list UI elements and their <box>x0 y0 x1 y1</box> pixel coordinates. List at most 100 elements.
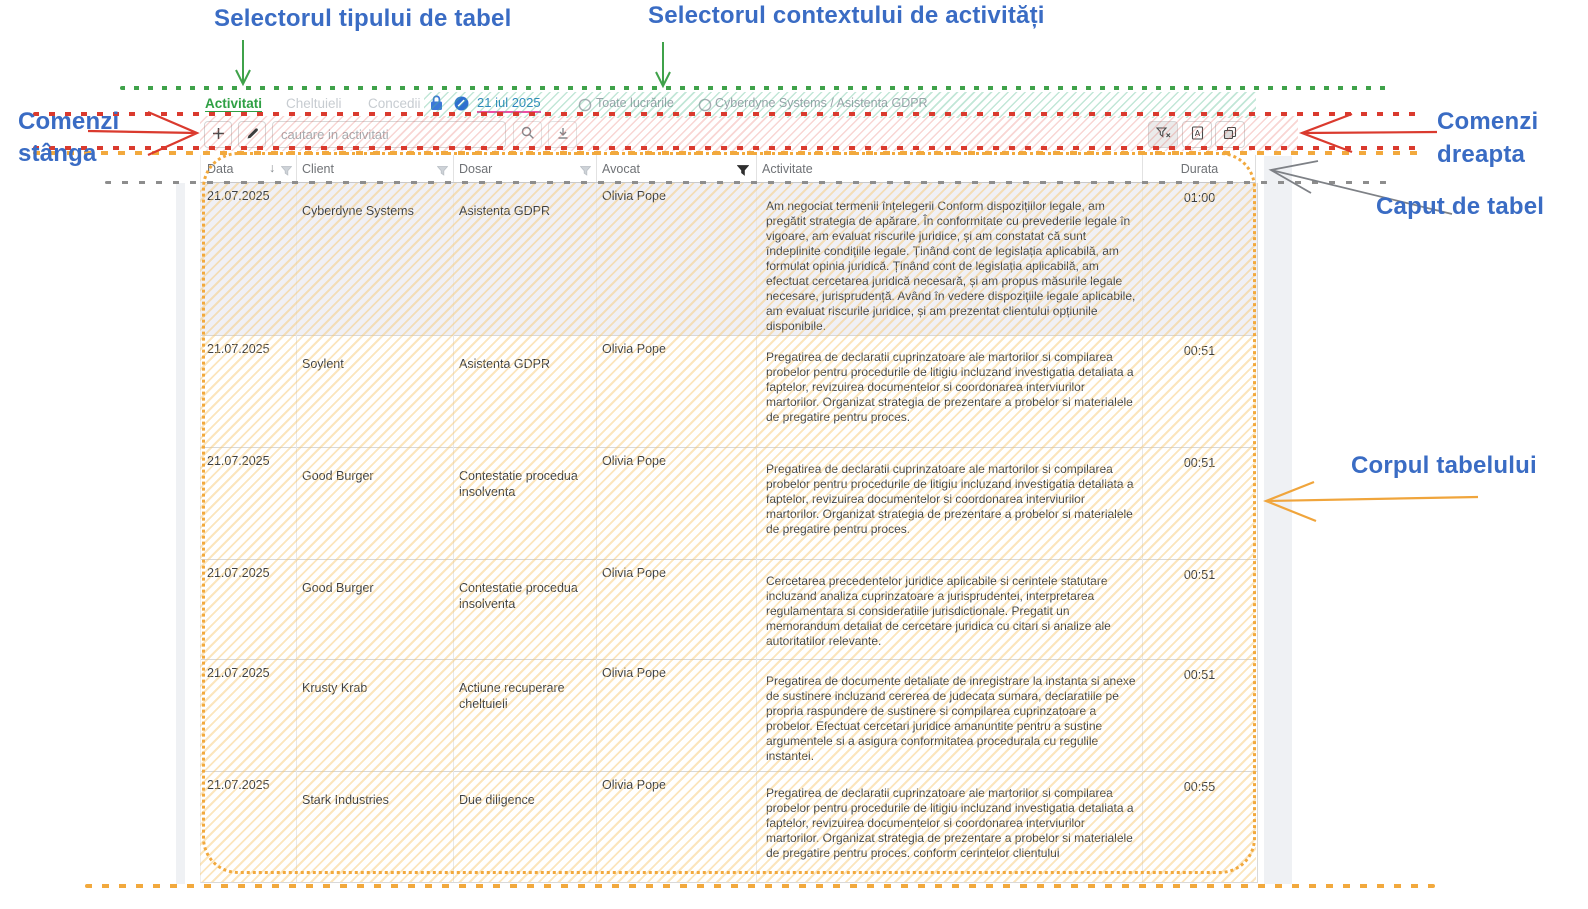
cell-activitate: Pregatirea de declaratii cuprinzatoare a… <box>766 786 1134 860</box>
cell-durata: 00:51 <box>1183 668 1216 682</box>
edit-button[interactable] <box>238 121 266 148</box>
cell-durata: 00:55 <box>1183 780 1216 794</box>
radio-current-work[interactable] <box>698 98 712 117</box>
filter-icon-client[interactable] <box>436 163 449 181</box>
column-header-avocat[interactable]: Avocat <box>602 162 640 176</box>
column-divider <box>296 183 297 882</box>
plus-icon <box>212 127 225 143</box>
annotation-table-type-selector: Selectorul tipului de tabel <box>214 5 512 32</box>
annotation-table-body: Corpul tabelului <box>1351 452 1537 479</box>
funnel-x-icon <box>1155 127 1171 142</box>
cell-activitate: Pregatirea de declaratii cuprinzatoare a… <box>766 350 1134 424</box>
cell-dosar: Asistenta GDPR <box>459 357 551 371</box>
red-dotted-line-top <box>33 112 1425 116</box>
header-divider <box>1142 155 1143 182</box>
cell-avocat: Olivia Pope <box>602 778 666 792</box>
cell-avocat: Olivia Pope <box>602 189 666 203</box>
table-row[interactable]: 21.07.2025 Soylent Asistenta GDPR Olivia… <box>201 336 1257 448</box>
download-icon <box>556 127 570 143</box>
cell-dosar: Asistenta GDPR <box>459 204 551 218</box>
add-button[interactable] <box>204 121 232 148</box>
header-divider <box>756 155 757 182</box>
cell-date: 21.07.2025 <box>207 189 270 203</box>
cell-client: Stark Industries <box>302 793 389 807</box>
cell-dosar: Contestatie procedua insolventa <box>459 581 578 611</box>
download-button[interactable] <box>548 121 577 148</box>
filter-icon-avocat-active[interactable] <box>736 163 750 181</box>
cell-dosar: Contestatie procedua insolventa <box>459 469 578 499</box>
cell-client: Cyberdyne Systems <box>302 204 414 218</box>
cell-durata: 01:00 <box>1183 191 1216 205</box>
radio-all-works-label[interactable]: Toate lucrările <box>596 96 674 110</box>
tab-concedii[interactable]: Concedii <box>368 96 421 111</box>
document-a-icon: A <box>1191 126 1204 143</box>
cell-date: 21.07.2025 <box>207 778 270 792</box>
column-divider <box>756 183 757 882</box>
filter-icon-data[interactable] <box>280 163 293 181</box>
table-body: 21.07.2025 Cyberdyne Systems Asistenta G… <box>200 183 1258 883</box>
radio-all-works[interactable] <box>578 98 592 117</box>
cell-avocat: Olivia Pope <box>602 342 666 356</box>
column-divider <box>596 183 597 882</box>
table-row[interactable]: 21.07.2025 Good Burger Contestatie proce… <box>201 560 1257 660</box>
search-input[interactable] <box>272 121 506 148</box>
annotation-right-commands-2: dreapta <box>1437 141 1526 168</box>
orange-dotted-line-top <box>33 151 1425 155</box>
table-body-dotted-outline <box>202 152 1256 874</box>
date-filter-link[interactable]: 21 iul 2025 <box>477 95 541 113</box>
orange-dotted-line-bottom <box>85 884 1435 888</box>
cell-client: Krusty Krab <box>302 681 368 695</box>
cell-avocat: Olivia Pope <box>602 666 666 680</box>
table-header: Data ↓ Client Dosar Avocat Activitate Du… <box>200 155 1256 183</box>
cell-date: 21.07.2025 <box>207 666 270 680</box>
column-divider <box>1142 183 1143 882</box>
pencil-icon <box>246 127 259 143</box>
cell-client: Good Burger <box>302 469 374 483</box>
cell-activitate: Am negociat termenii înțelegerii Conform… <box>766 199 1136 333</box>
table-row[interactable]: 21.07.2025 Cyberdyne Systems Asistenta G… <box>201 183 1257 336</box>
annotation-context-selector: Selectorul contextului de activități <box>648 2 1045 29</box>
table-type-arrow <box>235 40 251 87</box>
export-document-button[interactable]: A <box>1182 121 1212 148</box>
table-row[interactable]: 21.07.2025 Good Burger Contestatie proce… <box>201 448 1257 560</box>
cell-avocat: Olivia Pope <box>602 566 666 580</box>
green-dotted-line <box>120 86 1392 90</box>
cell-date: 21.07.2025 <box>207 566 270 580</box>
column-header-client[interactable]: Client <box>302 162 334 176</box>
search-button[interactable] <box>513 121 542 148</box>
context-date-icon[interactable] <box>454 96 469 116</box>
header-divider <box>596 155 597 182</box>
sort-desc-icon[interactable]: ↓ <box>269 161 276 175</box>
copy-button[interactable] <box>1215 121 1245 148</box>
filter-icon-dosar[interactable] <box>579 163 592 181</box>
cell-dosar: Due diligence <box>459 793 535 807</box>
gray-dotted-line <box>105 181 1387 184</box>
tab-activitati[interactable]: Activitati <box>205 96 263 111</box>
tab-cheltuieli[interactable]: Cheltuieli <box>286 96 342 111</box>
cell-client: Soylent <box>302 357 344 371</box>
left-scroll-strip <box>176 183 185 884</box>
cell-avocat: Olivia Pope <box>602 454 666 468</box>
column-header-durata[interactable]: Durata <box>1180 162 1219 176</box>
lock-icon <box>430 95 443 116</box>
context-selector-arrow <box>655 42 671 89</box>
cell-activitate: Pregatirea de declaratii cuprinzatoare a… <box>766 462 1134 536</box>
column-header-dosar[interactable]: Dosar <box>459 162 493 176</box>
search-icon <box>521 126 535 143</box>
table-body-arrow <box>1263 480 1479 523</box>
right-scroll-strip <box>1264 156 1292 884</box>
cell-date: 21.07.2025 <box>207 454 270 468</box>
column-header-activitate[interactable]: Activitate <box>762 162 813 176</box>
cell-client: Good Burger <box>302 581 374 595</box>
cell-activitate: Pregatirea de documente detaliate de inr… <box>766 674 1136 763</box>
table-row[interactable]: 21.07.2025 Krusty Krab Actiune recuperar… <box>201 660 1257 772</box>
table-row[interactable]: 21.07.2025 Stark Industries Due diligenc… <box>201 772 1257 882</box>
annotation-table-header: Caput de tabel <box>1376 193 1545 220</box>
column-divider <box>453 183 454 882</box>
cell-date: 21.07.2025 <box>207 342 270 356</box>
annotation-right-commands-1: Comenzi <box>1437 108 1539 135</box>
clear-filter-button[interactable] <box>1148 121 1178 148</box>
cell-activitate: Cercetarea precedentelor juridice aplica… <box>766 574 1111 648</box>
radio-current-work-label[interactable]: Cyberdyne Systems / Asistenta GDPR <box>715 96 928 110</box>
